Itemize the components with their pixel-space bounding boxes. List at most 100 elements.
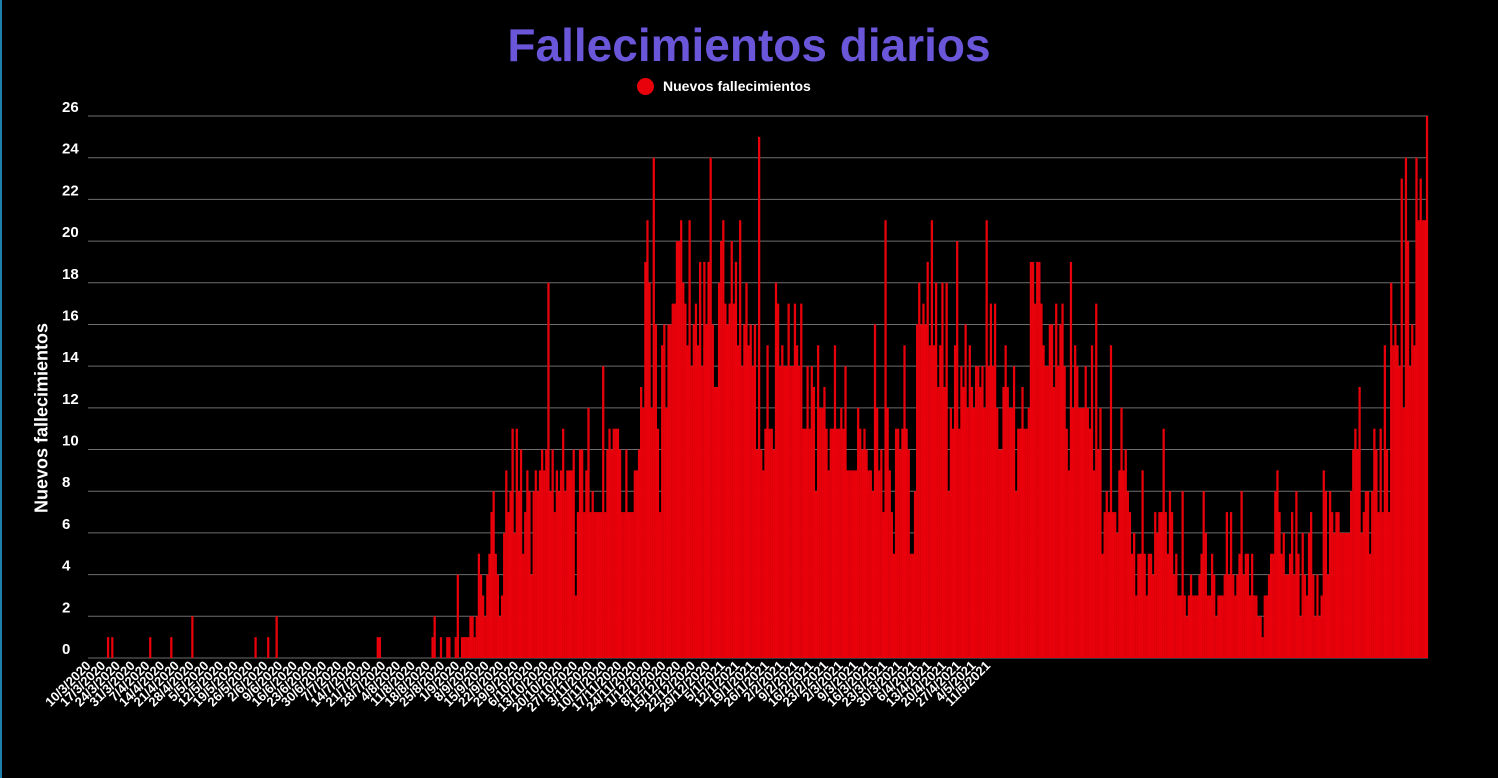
bar (747, 345, 750, 658)
bar (661, 345, 664, 658)
bar (808, 428, 811, 658)
bar (1402, 407, 1405, 658)
bar (513, 532, 516, 658)
y-tick-label: 4 (62, 558, 71, 575)
bar (901, 428, 904, 658)
bar (838, 428, 841, 658)
bar (1063, 366, 1066, 658)
bar (951, 428, 955, 658)
bar (882, 512, 885, 658)
bar (749, 324, 752, 658)
bar (505, 470, 508, 658)
bar (842, 428, 845, 658)
bar (652, 157, 655, 658)
bar (1002, 387, 1005, 658)
bar (968, 345, 971, 658)
bar (1242, 574, 1245, 658)
bar (564, 491, 567, 658)
bar (642, 407, 645, 658)
bar (479, 574, 483, 658)
y-tick-label: 18 (62, 266, 79, 283)
bar (1354, 428, 1357, 658)
y-tick-label: 26 (62, 99, 79, 116)
bar (1423, 220, 1427, 659)
bar (627, 512, 630, 658)
bar (1179, 595, 1182, 658)
bar (1324, 491, 1328, 658)
bar (1255, 595, 1258, 658)
bar (903, 345, 906, 658)
bar (1387, 512, 1391, 658)
bar (894, 428, 898, 658)
bar (469, 616, 472, 658)
bar (715, 387, 719, 658)
bar (1202, 491, 1205, 658)
bar (1217, 595, 1220, 658)
bar (1326, 574, 1330, 658)
bar (1103, 512, 1106, 658)
bar (625, 449, 628, 658)
bar (993, 303, 997, 658)
bar (798, 366, 801, 658)
bar (581, 449, 584, 658)
bar (892, 553, 896, 658)
bar (1272, 553, 1275, 658)
legend-marker-icon (637, 77, 654, 95)
bar (831, 428, 834, 658)
bar (530, 574, 533, 658)
bar (612, 428, 615, 658)
bar (728, 303, 731, 658)
bar (960, 366, 963, 658)
bar (865, 449, 868, 658)
bar (1059, 324, 1062, 658)
bar (1411, 324, 1414, 658)
bar (1261, 637, 1264, 658)
bar (1105, 491, 1108, 658)
bar (1253, 595, 1256, 658)
bar (618, 449, 622, 658)
x-tick-labels: 10/3/202017/3/202024/3/202031/3/20207/4/… (42, 658, 993, 715)
bar (467, 637, 470, 658)
bar (848, 470, 851, 658)
bar (540, 449, 544, 658)
bar (1278, 512, 1281, 658)
bar (928, 345, 931, 658)
bar (1206, 595, 1210, 658)
bar (705, 324, 708, 658)
bar (964, 324, 967, 658)
bar (1040, 303, 1043, 658)
bar (1371, 491, 1374, 658)
bar (1130, 553, 1134, 658)
bar (962, 387, 965, 658)
bar (1126, 491, 1129, 658)
bar (633, 470, 636, 658)
bar (707, 261, 710, 658)
bar (924, 324, 927, 658)
bar (1409, 366, 1412, 658)
bar (1236, 574, 1239, 658)
bar (753, 324, 757, 658)
bar (654, 324, 658, 658)
bar (608, 428, 611, 658)
bar (1406, 241, 1410, 658)
bar (1295, 491, 1298, 658)
bar (1276, 470, 1279, 658)
bar (1168, 491, 1172, 658)
bar (1164, 512, 1167, 658)
bar (1116, 532, 1119, 658)
bar (1360, 532, 1363, 658)
bar (1379, 428, 1382, 658)
bar (1316, 574, 1319, 658)
bar (1312, 574, 1315, 658)
bar (1223, 574, 1226, 658)
bar (1036, 261, 1039, 658)
bar (669, 324, 672, 658)
bar (665, 407, 668, 658)
bar (595, 512, 599, 658)
legend[interactable]: Nuevos fallecimientos (637, 76, 811, 96)
bar (1286, 574, 1290, 658)
bar (795, 345, 799, 658)
bar (433, 616, 436, 658)
bar (1128, 512, 1132, 658)
